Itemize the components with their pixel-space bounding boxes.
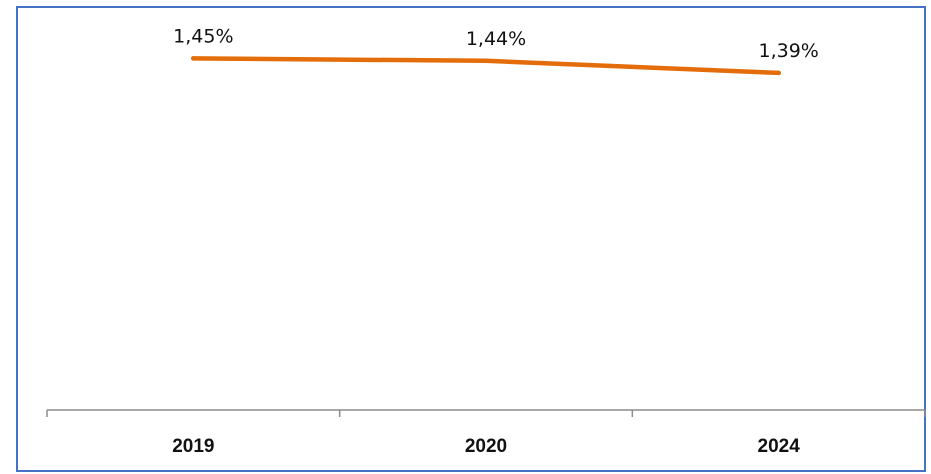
- data-label-2020: 1,44%: [466, 28, 526, 50]
- x-tick-label-2020: 2020: [465, 436, 507, 457]
- data-labels: 1,45% 1,44% 1,39%: [173, 25, 819, 75]
- data-point-2020: [484, 59, 489, 64]
- x-tick-label-2024: 2024: [758, 436, 801, 457]
- data-point-2024: [776, 71, 781, 76]
- x-axis-ticks: [47, 410, 925, 417]
- data-point-2019: [191, 56, 196, 61]
- x-tick-label-2019: 2019: [172, 436, 214, 457]
- data-label-2024: 1,39%: [758, 40, 818, 62]
- x-axis-tick-labels: 2019 2020 2024: [172, 436, 800, 457]
- data-label-2019: 1,45%: [173, 25, 233, 47]
